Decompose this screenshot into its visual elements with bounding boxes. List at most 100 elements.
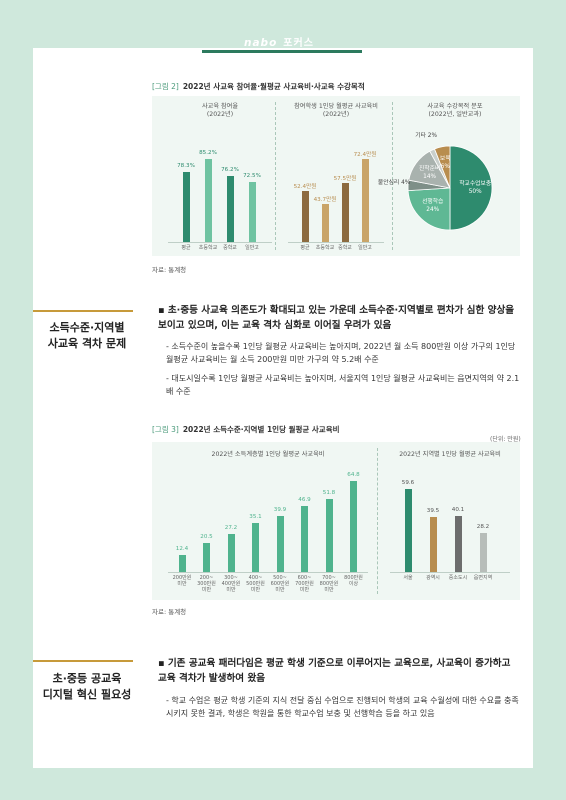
income-chart-value-label: 51.8 <box>322 490 336 497</box>
section2-title-line1: 초·중등 공교육 <box>52 672 122 685</box>
region-chart-value-label: 28.2 <box>476 523 490 530</box>
section1-title-line2: 사교육 격차 문제 <box>47 336 127 350</box>
income-chart-axis <box>168 572 368 573</box>
income-chart-category-label: 200~ 300만원 미만 <box>197 575 216 593</box>
income-chart-value-label: 39.9 <box>273 507 287 514</box>
spending-chart-title: 참여학생 1인당 월평균 사교육비 (2022년) <box>294 103 378 119</box>
participation-chart-category-label: 초등학교 <box>198 245 218 251</box>
pie-label: 학교수업보충 50% <box>459 181 492 195</box>
income-chart-category-label: 500~ 600만원 미만 <box>270 575 290 593</box>
figure2-source: 자료: 통계청 <box>152 266 187 274</box>
income-chart-value-label: 35.1 <box>249 513 262 520</box>
participation-chart-axis <box>168 242 272 243</box>
section1-rule <box>33 310 133 312</box>
section2-rule <box>33 660 133 662</box>
figure3-label: [그림 3] <box>152 425 179 434</box>
income-chart-bar <box>252 522 259 572</box>
income-chart-value-label: 12.4 <box>175 545 189 552</box>
spending-chart-axis <box>288 242 384 243</box>
region-chart-axis <box>390 572 510 573</box>
spending-chart-value-label: 72.4만원 <box>353 152 377 159</box>
income-chart-value-label: 46.9 <box>298 497 311 504</box>
pie-label: 선행학습 24% <box>422 199 444 213</box>
section1-title: 소득수준·지역별 사교육 격차 문제 <box>33 320 141 352</box>
region-chart-bar <box>429 516 437 572</box>
income-chart-category-label: 300~ 400만원 미만 <box>221 575 241 593</box>
participation-chart-category-label: 평균 <box>181 245 191 251</box>
purpose-pie-title: 사교육 수강목적 분포 (2022년, 일반교과) <box>427 103 483 119</box>
region-chart-category-label: 읍면지역 <box>473 575 493 581</box>
income-chart-bar <box>301 506 308 572</box>
spending-chart-category-label: 평균 <box>300 245 310 251</box>
income-chart-bar <box>325 499 333 572</box>
participation-chart-bar <box>226 175 234 242</box>
income-chart-bar <box>350 481 357 572</box>
figure2-title-text: 2022년 사교육 참여율·월평균 사교육비·사교육 수강목적 <box>182 82 365 91</box>
section1-dash2: - 대도시일수록 1인당 월평균 사교육비는 높아지며, 서울지역 1인당 월평… <box>166 374 520 396</box>
participation-chart-bar <box>182 171 190 242</box>
income-chart-category-label: 700~ 800만원 미만 <box>319 575 339 593</box>
nabo-logo: nabo <box>244 37 278 49</box>
page-header: nabo 포커스 <box>0 0 566 49</box>
section2-bullet: ▪ 기존 공교육 패러다임은 평균 학생 기준으로 이루어지는 교육으로, 사교… <box>158 658 511 684</box>
participation-chart-value-label: 76.2% <box>221 166 239 173</box>
region-chart-category-label: 중소도시 <box>448 575 468 581</box>
header-tag: 포커스 <box>283 38 314 49</box>
participation-chart-category-label: 일반고 <box>245 245 259 251</box>
header-accent-line <box>202 50 362 53</box>
participation-chart-bar <box>204 159 212 242</box>
participation-chart-value-label: 85.2% <box>199 150 217 157</box>
header-brand: nabo 포커스 <box>244 34 314 49</box>
income-chart-category-label: 800만원 이상 <box>344 575 363 587</box>
income-chart-title: 2022년 소득계층별 1인당 월평균 사교육비 <box>211 451 325 458</box>
section1-dash1: - 소득수준이 높을수록 1인당 월평균 사교육비는 높아지며, 2022년 월… <box>166 342 516 364</box>
region-chart-bar <box>454 515 462 572</box>
section2-dash1: - 학교 수업은 평균 학생 기준의 지식 전달 중심 수업으로 진행되어 학생… <box>166 696 519 718</box>
income-chart-bar <box>227 533 235 572</box>
pie-label: 기타 2% <box>415 133 438 140</box>
figure3-unit: (단위: 만원) <box>490 436 521 443</box>
income-chart-category-label: 200만원 미만 <box>172 575 192 587</box>
region-chart-value-label: 39.5 <box>426 507 440 514</box>
pie-label: 진학준비 14% <box>418 166 441 180</box>
spending-chart-value-label: 52.4만원 <box>293 183 317 190</box>
figure2-label: [그림 2] <box>152 82 179 91</box>
participation-chart-bar <box>248 182 256 242</box>
income-chart-category-label: 600~ 700만원 미만 <box>295 575 314 593</box>
figure3-title-text: 2022년 소득수준·지역별 1인당 월평균 사교육비 <box>182 425 340 434</box>
pie-label: 보육 6% <box>439 156 451 170</box>
region-chart-value-label: 59.6 <box>401 479 415 486</box>
section2-title: 초·중등 공교육 디지털 혁신 필요성 <box>33 671 141 703</box>
income-chart-value-label: 20.5 <box>200 534 213 541</box>
region-chart-category-label: 서울 <box>403 575 413 581</box>
section1-bullet: ▪ 초·중등 사교육 의존도가 확대되고 있는 가운데 소득수준·지역별로 편차… <box>158 305 515 331</box>
region-chart-category-label: 광역시 <box>426 575 440 581</box>
spending-chart-category-label: 중학교 <box>338 245 352 251</box>
participation-chart-category-label: 중학교 <box>223 245 237 251</box>
income-chart-bar <box>178 554 186 572</box>
figure3-title: [그림 3] 2022년 소득수준·지역별 1인당 월평균 사교육비 <box>152 424 340 435</box>
region-chart-title: 2022년 지역별 1인당 월평균 사교육비 <box>399 451 501 458</box>
figure3-source: 자료: 통계청 <box>152 608 187 616</box>
spending-chart-bar <box>321 204 329 242</box>
region-chart-bar <box>404 488 412 572</box>
region-chart-value-label: 40.1 <box>451 506 465 513</box>
participation-chart-value-label: 78.3% <box>177 162 195 169</box>
income-chart-value-label: 27.2 <box>224 524 238 531</box>
spending-chart-bar <box>301 190 309 242</box>
participation-chart-title: 사교육 참여율 (2022년) <box>201 103 239 119</box>
spending-chart-bar <box>361 159 369 242</box>
spending-chart-value-label: 57.5만원 <box>333 175 357 182</box>
section1-title-line1: 소득수준·지역별 <box>49 321 125 334</box>
income-chart-value-label: 64.8 <box>347 472 360 479</box>
spending-chart-bar <box>341 182 349 242</box>
spending-chart-category-label: 초등학교 <box>315 245 335 251</box>
income-chart-bar <box>276 516 284 572</box>
income-chart-category-label: 400~ 500만원 미만 <box>246 575 265 593</box>
spending-chart-category-label: 일반고 <box>358 245 372 251</box>
figure2-title: [그림 2] 2022년 사교육 참여율·월평균 사교육비·사교육 수강목적 <box>152 81 365 92</box>
participation-chart-value-label: 72.5% <box>243 173 261 180</box>
section2-title-line2: 디지털 혁신 필요성 <box>42 687 132 701</box>
region-chart-bar <box>479 532 487 572</box>
pie-label: 불안심리 4% <box>377 180 411 187</box>
